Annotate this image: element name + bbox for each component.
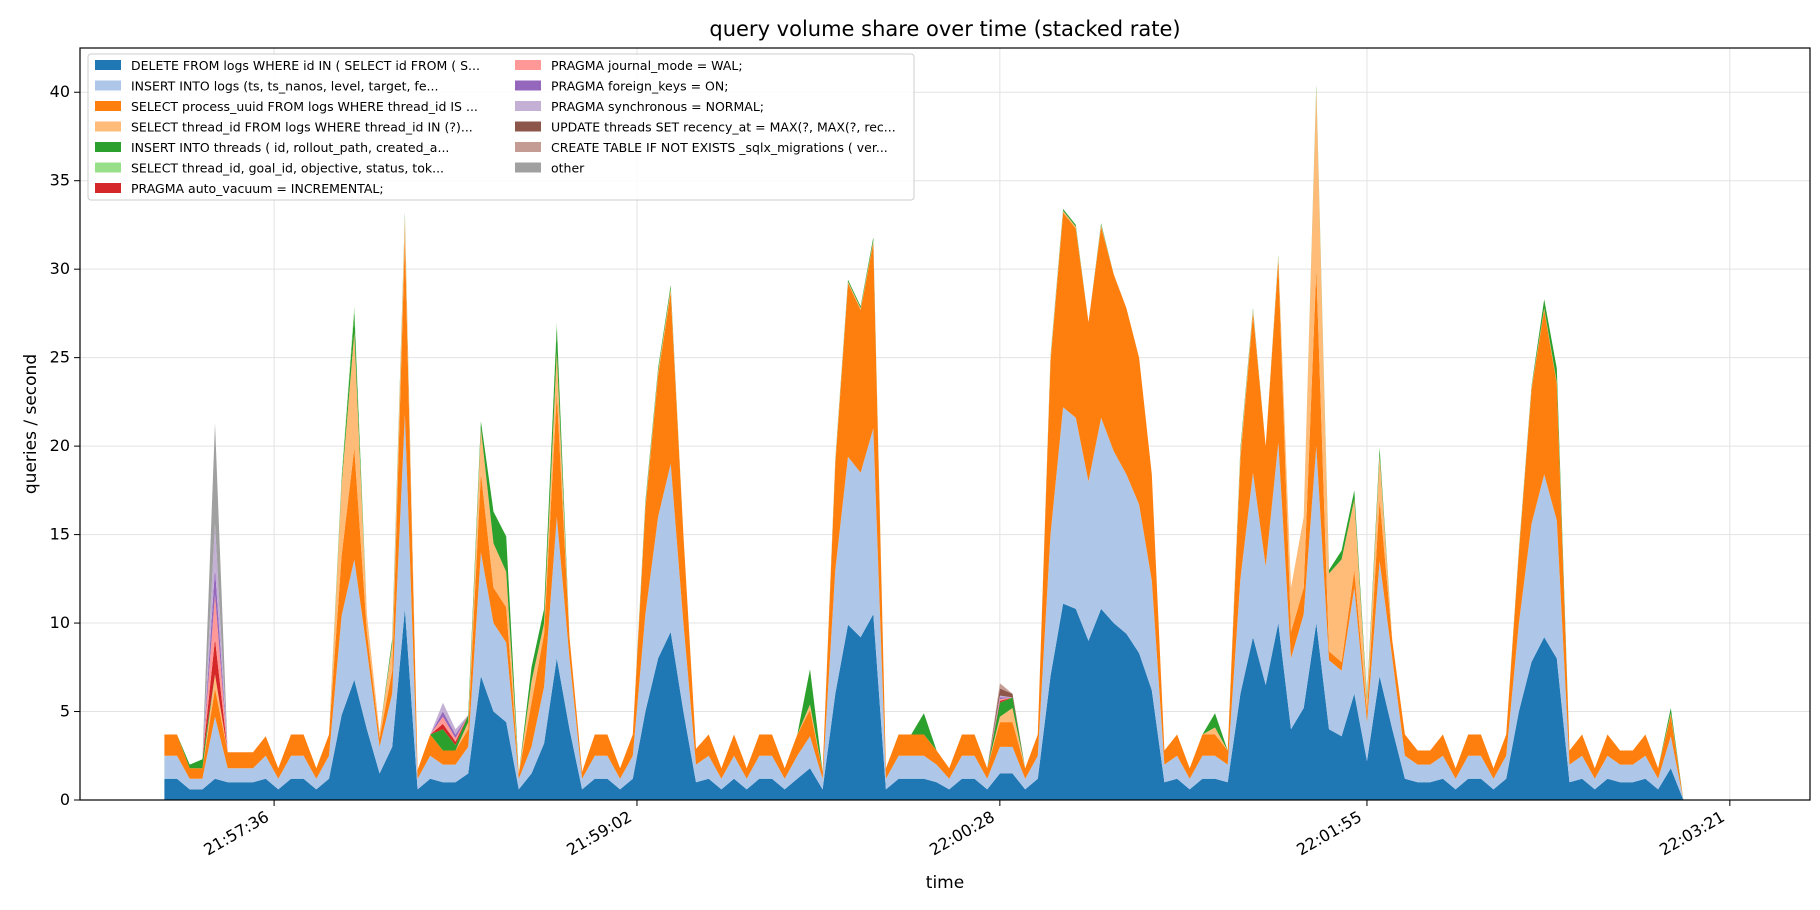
x-tick-label: 21:59:02 xyxy=(563,807,635,859)
y-tick-label: 15 xyxy=(50,525,70,544)
x-tick-label: 22:01:55 xyxy=(1293,807,1365,859)
legend-swatch xyxy=(515,121,541,132)
chart-title: query volume share over time (stacked ra… xyxy=(709,17,1180,41)
y-tick-label: 10 xyxy=(50,613,70,632)
y-tick-label: 30 xyxy=(50,259,70,278)
legend-swatch xyxy=(95,162,121,173)
legend-entry-label: SELECT thread_id FROM logs WHERE thread_… xyxy=(131,120,473,135)
legend: DELETE FROM logs WHERE id IN ( SELECT id… xyxy=(87,53,915,201)
legend-entry-label: PRAGMA foreign_keys = ON; xyxy=(551,79,728,94)
x-tick-label: 22:03:21 xyxy=(1656,807,1728,859)
legend-entry-label: other xyxy=(551,161,585,176)
legend-frame xyxy=(87,53,915,201)
x-tick-label: 22:00:28 xyxy=(926,807,998,859)
legend-swatch xyxy=(95,183,121,193)
x-tick-label: 21:57:36 xyxy=(200,807,272,859)
y-tick-label: 40 xyxy=(50,82,70,101)
area-series-3 xyxy=(164,88,1734,800)
legend-entry-label: SELECT process_uuid FROM logs WHERE thre… xyxy=(131,99,478,114)
legend-entry-label: INSERT INTO logs (ts, ts_nanos, level, t… xyxy=(131,79,438,94)
legend-swatch xyxy=(95,80,121,91)
legend-entry-label: SELECT thread_id, goal_id, objective, st… xyxy=(131,161,444,176)
legend-entry-label: PRAGMA auto_vacuum = INCREMENTAL; xyxy=(131,181,384,196)
stacked-areas xyxy=(164,85,1734,801)
legend-entry-label: PRAGMA synchronous = NORMAL; xyxy=(551,99,764,114)
y-tick-label: 35 xyxy=(50,171,70,190)
legend-swatch xyxy=(515,162,541,173)
legend-swatch xyxy=(515,142,541,152)
legend-entry-label: PRAGMA journal_mode = WAL; xyxy=(551,58,743,73)
area-series-1 xyxy=(164,407,1734,800)
legend-entry-label: DELETE FROM logs WHERE id IN ( SELECT id… xyxy=(131,58,480,73)
plot-frame xyxy=(79,47,1811,801)
legend-swatch xyxy=(515,80,541,91)
legend-entry-label: CREATE TABLE IF NOT EXISTS _sqlx_migrati… xyxy=(551,140,888,155)
y-tick-label: 20 xyxy=(50,436,70,455)
area-series-2 xyxy=(164,212,1734,801)
y-axis-label: queries / second xyxy=(21,354,41,494)
legend-swatch xyxy=(515,60,541,70)
legend-swatch xyxy=(95,142,121,152)
legend-entry-label: UPDATE threads SET recency_at = MAX(?, M… xyxy=(551,120,896,135)
area-series-0 xyxy=(164,603,1734,800)
y-axis-ticks: 0 5 10 15 20 25 30 35 40 xyxy=(50,82,80,809)
x-axis-ticks: 21:57:36 21:59:02 22:00:28 22:01:55 22:03:21 xyxy=(200,800,1731,859)
x-axis-label: time xyxy=(926,873,964,893)
legend-swatch xyxy=(95,101,121,111)
legend-swatch xyxy=(515,101,541,111)
legend-swatch xyxy=(95,60,121,70)
legend-entry-label: INSERT INTO threads ( id, rollout_path, … xyxy=(131,140,449,155)
y-tick-label: 25 xyxy=(50,348,70,367)
legend-swatch xyxy=(95,121,121,132)
y-tick-label: 0 xyxy=(60,790,70,809)
y-tick-label: 5 xyxy=(60,702,70,721)
